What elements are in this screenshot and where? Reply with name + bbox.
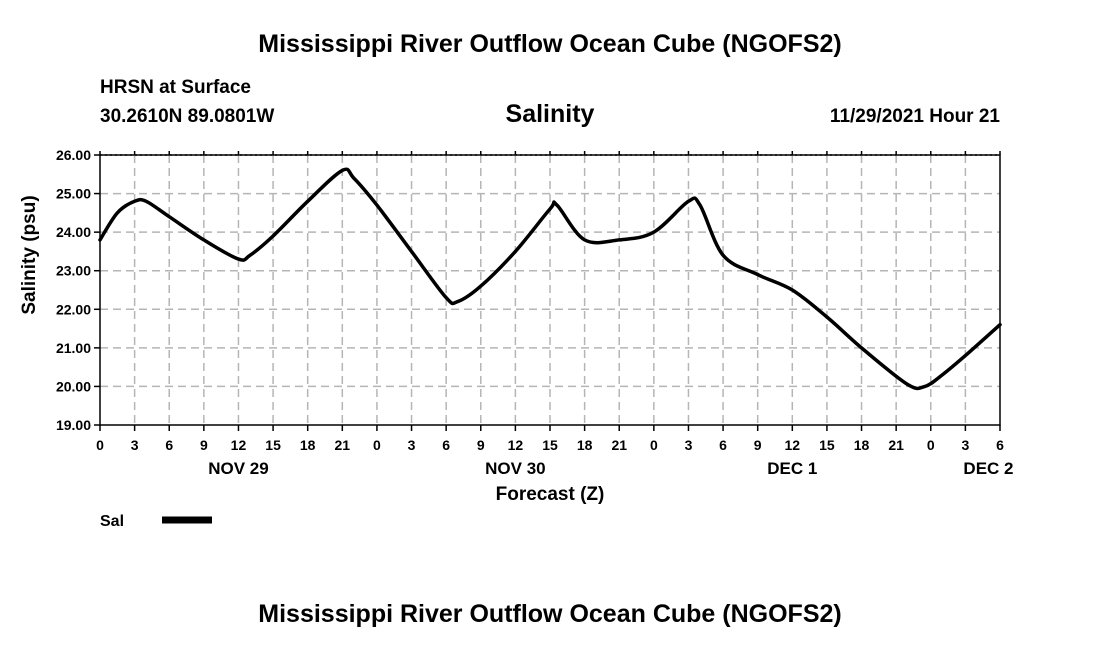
x-tick-label: 9 xyxy=(754,437,762,453)
x-tick-label: 9 xyxy=(477,437,485,453)
station-coordinates: 30.2610N 89.0801W xyxy=(100,106,275,127)
x-tick-label: 18 xyxy=(854,437,870,453)
station-label: HRSN at Surface xyxy=(100,77,251,98)
x-tick-label: 18 xyxy=(300,437,316,453)
x-tick-label: 6 xyxy=(719,437,727,453)
page-title: Mississippi River Outflow Ocean Cube (NG… xyxy=(258,30,842,58)
x-tick-label: 9 xyxy=(200,437,208,453)
x-tick-label: 15 xyxy=(265,437,281,453)
x-tick-label: 15 xyxy=(819,437,835,453)
x-tick-label: 21 xyxy=(888,437,904,453)
y-tick-label: 19.00 xyxy=(56,417,91,433)
x-tick-label: 21 xyxy=(611,437,627,453)
y-axis-label: Salinity (psu) xyxy=(19,195,40,314)
x-tick-label: 12 xyxy=(508,437,524,453)
footer-title: Mississippi River Outflow Ocean Cube (NG… xyxy=(258,600,842,628)
chart-title: Salinity xyxy=(505,100,595,128)
x-tick-label: 6 xyxy=(442,437,450,453)
x-tick-label: 3 xyxy=(685,437,693,453)
x-tick-label: 0 xyxy=(650,437,658,453)
y-tick-label: 24.00 xyxy=(56,224,91,240)
date-label: NOV 30 xyxy=(485,459,545,478)
x-tick-label: 12 xyxy=(231,437,247,453)
y-tick-label: 22.00 xyxy=(56,301,91,317)
forecast-datetime: 11/29/2021 Hour 21 xyxy=(829,106,1000,127)
x-tick-label: 3 xyxy=(131,437,139,453)
chart-grid xyxy=(100,154,1000,425)
x-tick-label: 21 xyxy=(335,437,351,453)
date-label: DEC 1 xyxy=(767,459,817,478)
x-tick-label: 0 xyxy=(96,437,104,453)
y-tick-label: 21.00 xyxy=(56,340,91,356)
y-tick-label: 25.00 xyxy=(56,186,91,202)
x-tick-label: 18 xyxy=(577,437,593,453)
x-axis: 0 3 6 9 12 15 18 21 0 3 6 9 12 15 18 21 0 3 6 9 12 15 18 21 0 3 6 xyxy=(96,151,1004,453)
x-tick-label: 6 xyxy=(996,437,1004,453)
y-tick-label: 20.00 xyxy=(56,378,91,394)
y-tick-label: 26.00 xyxy=(56,147,91,163)
x-tick-label: 3 xyxy=(961,437,969,453)
x-tick-label: 12 xyxy=(785,437,801,453)
date-label: DEC 2 xyxy=(963,459,1013,478)
date-label: NOV 29 xyxy=(208,459,268,478)
y-axis: 19.00 20.00 21.00 22.00 23.00 24.00 25.00 26.00 xyxy=(56,147,100,433)
x-tick-label: 6 xyxy=(165,437,173,453)
y-tick-label: 23.00 xyxy=(56,263,91,279)
x-axis-label: Forecast (Z) xyxy=(496,484,605,505)
legend-label: Sal xyxy=(100,513,124,530)
series-line-sal xyxy=(98,167,1002,391)
date-labels: NOV 29 NOV 30 DEC 1 DEC 2 xyxy=(208,459,1013,478)
x-tick-label: 0 xyxy=(373,437,381,453)
x-tick-label: 15 xyxy=(542,437,558,453)
x-tick-label: 0 xyxy=(927,437,935,453)
x-tick-label: 3 xyxy=(408,437,416,453)
